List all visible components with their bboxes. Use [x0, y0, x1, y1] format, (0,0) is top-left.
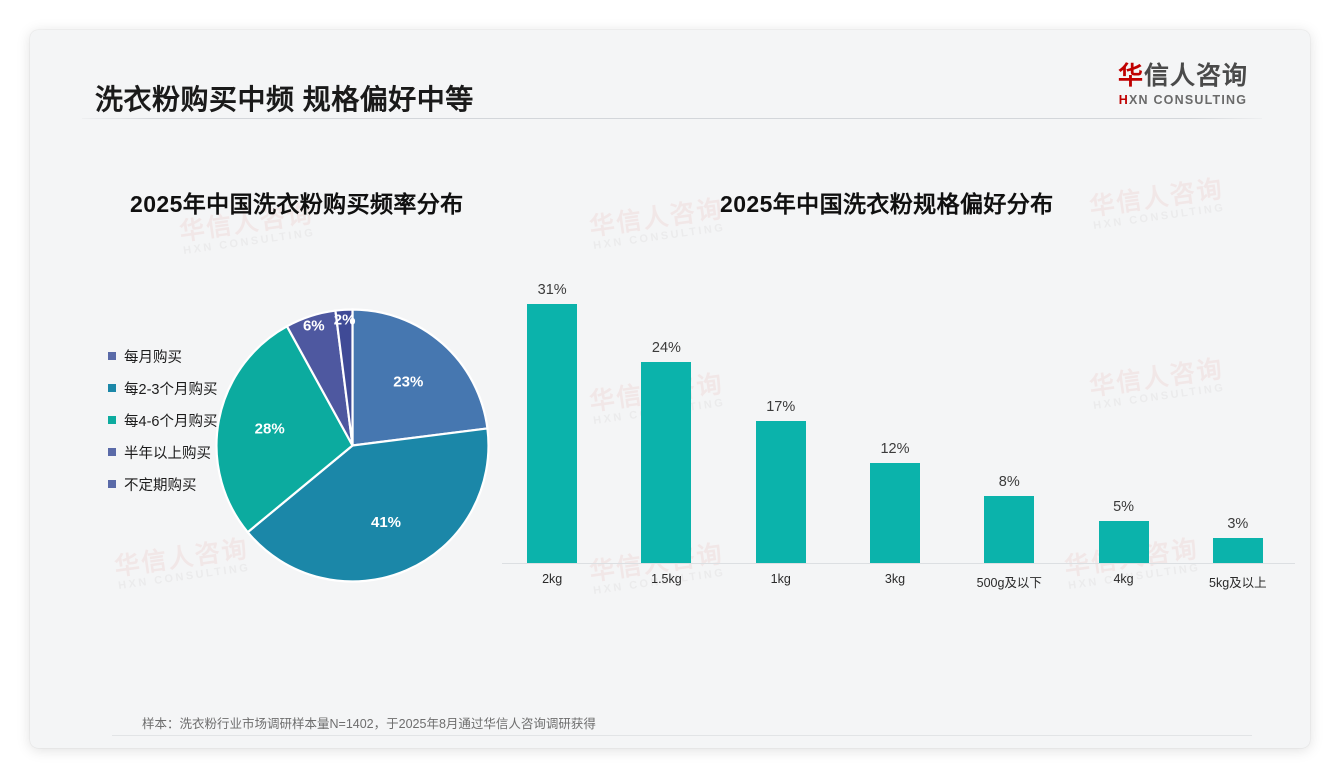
slide-card: 华信人咨询 HXN CONSULTING 华信人咨询 HXN CONSULTIN… — [30, 30, 1310, 748]
pie-svg: 23% 41% 28% 6% 2% — [215, 308, 490, 583]
header-divider — [82, 118, 1262, 119]
source-note: 样本：洗衣粉行业市场调研样本量N=1402，于2025年8月通过华信人咨询调研获… — [142, 717, 596, 731]
pie-chart-graphic: 23% 41% 28% 6% 2% — [215, 308, 490, 583]
bar-column: 17% 1kg — [724, 270, 838, 586]
bar-value-label: 24% — [651, 340, 681, 357]
bar-category-label: 500g及以下 — [976, 576, 1042, 590]
legend-item-label: 每2-3个月购买 — [124, 381, 218, 398]
legend-item[interactable]: 每2-3个月购买 — [108, 372, 243, 404]
watermark-cn: 华信人咨询 — [587, 194, 726, 242]
bar-value-label: 31% — [537, 281, 567, 298]
pie-slice[interactable] — [334, 308, 354, 446]
watermark: 华信人咨询 HXN CONSULTING — [1087, 174, 1227, 233]
bar[interactable] — [869, 462, 920, 563]
bar-chart-axis-line — [502, 563, 1295, 564]
page-title: 洗衣粉购买中频 规格偏好中等 — [95, 84, 474, 115]
logo-en-accent-char: H — [1118, 92, 1130, 107]
bar-chart-title: 2025年中国洗衣粉规格偏好分布 — [720, 191, 1054, 217]
company-logo: 华信人咨询 HXN CONSULTING — [1118, 62, 1248, 107]
logo-en-rest: XN CONSULTING — [1129, 92, 1248, 107]
legend-item-label: 半年以上购买 — [124, 445, 211, 462]
footer-divider — [112, 735, 1252, 736]
bar-column: 3% 5kg及以上 — [1181, 270, 1295, 590]
bar[interactable] — [984, 496, 1035, 563]
legend-swatch-icon — [108, 352, 116, 360]
legend-item[interactable]: 每4-6个月购买 — [108, 404, 243, 436]
legend-item-label: 不定期购买 — [124, 477, 197, 494]
legend-item[interactable]: 每月购买 — [108, 340, 243, 372]
bar-value-label: 12% — [880, 440, 910, 457]
legend-swatch-icon — [108, 480, 116, 488]
bar-category-label: 1.5kg — [651, 572, 682, 586]
legend-item[interactable]: 不定期购买 — [108, 468, 243, 500]
pie-chart-title: 2025年中国洗衣粉购买频率分布 — [130, 191, 464, 217]
pie-slice-label: 28% — [255, 421, 285, 438]
bar-category-label: 3kg — [884, 572, 906, 586]
watermark-en: HXN CONSULTING — [1092, 201, 1227, 233]
bar[interactable] — [1212, 537, 1263, 563]
bar-category-label: 4kg — [1113, 572, 1134, 586]
bar-value-label: 17% — [766, 398, 796, 415]
logo-accent-char: 华 — [1117, 62, 1144, 90]
watermark-en: HXN CONSULTING — [592, 221, 727, 253]
logo-english-text: HXN CONSULTING — [1118, 93, 1248, 107]
slide-header: 洗衣粉购买中频 规格偏好中等 华信人咨询 HXN CONSULTING — [30, 30, 1310, 120]
bar-column: 8% 500g及以下 — [952, 270, 1066, 590]
pie-slice[interactable] — [215, 324, 354, 534]
logo-chinese-text: 华信人咨询 — [1118, 62, 1248, 91]
legend-swatch-icon — [108, 448, 116, 456]
bar[interactable] — [527, 303, 578, 563]
bar[interactable] — [641, 362, 692, 563]
pie-slice-label: 6% — [303, 317, 325, 334]
legend-swatch-icon — [108, 416, 116, 424]
bar-value-label: 3% — [1227, 515, 1249, 532]
bar-category-label: 1kg — [770, 572, 791, 586]
bar-plot-area: 31% 2kg 24% 1.5kg 17% 1kg 12% 3kg 8% 500g及以下 5% 4kg… — [495, 270, 1295, 590]
pie-slice[interactable] — [246, 427, 490, 583]
legend-item[interactable]: 半年以上购买 — [108, 436, 243, 468]
bar-category-label: 2kg — [542, 572, 563, 586]
pie-slice-label: 23% — [393, 373, 423, 390]
logo-rest-chars: 信人咨询 — [1143, 62, 1248, 90]
bar-value-label: 8% — [998, 474, 1020, 491]
legend-item-label: 每4-6个月购买 — [124, 413, 218, 430]
pie-slice[interactable] — [351, 308, 489, 447]
bar-column: 31% 2kg — [495, 270, 609, 586]
legend-swatch-icon — [108, 384, 116, 392]
watermark: 华信人咨询 HXN CONSULTING — [587, 194, 727, 253]
bar-category-label: 5kg及以上 — [1209, 576, 1267, 590]
pie-slice-label: 41% — [371, 514, 401, 531]
bar-chart-panel: 31% 2kg 24% 1.5kg 17% 1kg 12% 3kg 8% 500g及以下 5% 4kg… — [495, 270, 1295, 610]
bar-value-label: 5% — [1113, 499, 1135, 516]
legend-item-label: 每月购买 — [124, 349, 182, 366]
watermark-cn: 华信人咨询 — [1087, 174, 1226, 222]
pie-chart-panel: 每月购买每2-3个月购买 每4-6个月购买 半年以上购买 不定期购买 23% 41% 28… — [70, 270, 500, 630]
pie-chart-legend: 每月购买每2-3个月购买 每4-6个月购买 半年以上购买 不定期购买 — [108, 340, 243, 500]
pie-slice-label: 2% — [334, 312, 356, 329]
bar-column: 5% 4kg — [1066, 270, 1180, 586]
watermark-en: HXN CONSULTING — [182, 226, 317, 258]
bar[interactable] — [1098, 521, 1149, 563]
bar-column: 12% 3kg — [838, 270, 952, 586]
bar[interactable] — [755, 420, 806, 563]
bar-column: 24% 1.5kg — [609, 270, 723, 586]
